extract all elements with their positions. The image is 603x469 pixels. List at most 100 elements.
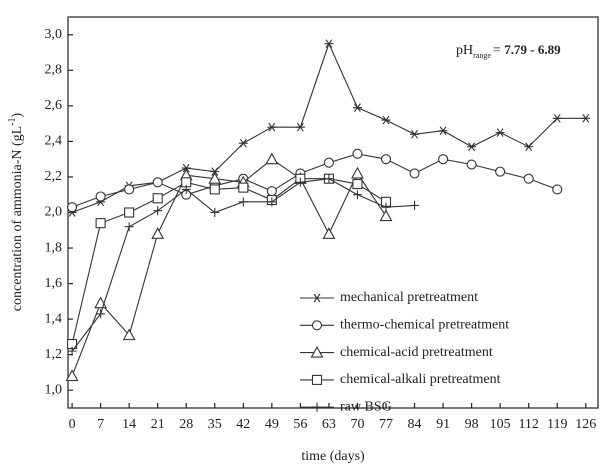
data-point (152, 193, 163, 204)
data-point (124, 184, 135, 195)
data-point (67, 202, 78, 213)
x-tick-label: 105 (490, 417, 511, 432)
data-point (267, 122, 277, 132)
legend-label: mechanical pretreatment (340, 290, 478, 305)
data-point (152, 177, 163, 188)
data-point (67, 346, 77, 356)
x-tick-label: 35 (208, 417, 222, 432)
data-point (265, 152, 279, 165)
data-point (295, 122, 305, 132)
data-point (238, 197, 248, 207)
data-point (151, 227, 165, 239)
data-point (352, 179, 363, 190)
y-title-sup: -1 (7, 117, 18, 125)
annotation-value: 7.79 - 6.89 (504, 42, 561, 57)
annotation: pHrange = 7.79 - 6.89 (456, 42, 561, 60)
x-tick-label: 21 (151, 417, 165, 432)
y-axis-title: concentration of ammonia-N (gL-1) (7, 112, 25, 311)
annotation-eq: = (493, 43, 504, 58)
x-tick-label: 119 (547, 417, 567, 432)
x-tick-label: 28 (179, 417, 193, 432)
legend-marker (311, 320, 323, 331)
series-line (71, 42, 586, 214)
data-point (322, 227, 336, 239)
data-point (380, 154, 392, 165)
legend-marker (311, 374, 323, 385)
data-point (466, 159, 477, 170)
data-point (352, 190, 362, 200)
y-tick-label: 1,8 (45, 240, 63, 255)
data-point (153, 206, 163, 216)
data-point (209, 184, 220, 195)
y-tick-label: 2,0 (45, 205, 63, 220)
x-tick-label: 56 (293, 417, 307, 432)
x-tick-label: 77 (379, 417, 393, 432)
data-point (581, 113, 591, 123)
x-tick-label: 49 (265, 417, 279, 432)
data-point (324, 174, 334, 184)
annotation-sub: range (473, 51, 491, 60)
data-point (267, 197, 277, 207)
y-tick-label: 3,0 (45, 27, 63, 42)
data-point (95, 191, 106, 202)
data-point (438, 154, 449, 165)
y-tick-label: 1,2 (45, 347, 63, 362)
legend-label: chemical-acid pretreatment (340, 345, 493, 360)
data-point (552, 113, 562, 123)
data-point (210, 167, 220, 176)
legend-label: raw BSG (340, 399, 392, 414)
annotation-ph: pH (456, 43, 473, 58)
legend-label: thermo-chemical pretreatment (340, 318, 509, 333)
data-point (210, 208, 220, 217)
data-point (266, 186, 277, 197)
data-point (181, 184, 191, 194)
y-tick-label: 1,4 (45, 311, 63, 326)
data-point (295, 177, 305, 187)
series-line (71, 178, 387, 345)
x-tick-label: 91 (436, 417, 450, 432)
data-point (552, 184, 563, 195)
data-point (379, 209, 393, 222)
data-point (409, 168, 420, 179)
data-point (352, 103, 362, 112)
data-point (410, 129, 420, 139)
data-point (124, 222, 134, 232)
x-tick-label: 112 (518, 417, 538, 432)
data-point (95, 218, 106, 229)
x-tick-label: 98 (465, 417, 479, 432)
x-tick-label: 7 (97, 417, 104, 432)
series-line (71, 158, 387, 377)
data-point (524, 142, 534, 152)
data-point (351, 166, 364, 179)
x-tick-label: 84 (408, 417, 422, 432)
data-point (467, 142, 477, 152)
data-point (238, 182, 249, 193)
data-point (124, 207, 135, 218)
data-point (495, 128, 505, 137)
y-title-main: concentration of ammonia-N (gL (10, 126, 25, 311)
y-tick-label: 2,8 (45, 63, 63, 78)
data-point (208, 172, 222, 184)
x-tick-label: 14 (122, 417, 136, 432)
x-tick-label: 0 (69, 417, 76, 432)
x-tick-label: 63 (322, 417, 336, 432)
data-point (523, 173, 534, 184)
data-point (352, 148, 363, 159)
y-tick-label: 2,6 (45, 98, 63, 113)
data-point (381, 202, 391, 212)
data-point (324, 39, 334, 48)
data-point (238, 138, 248, 148)
data-point (122, 328, 136, 341)
y-tick-label: 1,6 (45, 276, 63, 291)
legend-marker (312, 293, 322, 303)
data-point (495, 166, 506, 177)
data-point (96, 309, 106, 319)
y-title-end: ) (10, 112, 25, 117)
data-point (410, 200, 420, 210)
data-point (438, 126, 448, 136)
data-point (323, 157, 334, 168)
x-tick-label: 70 (350, 417, 364, 432)
y-tick-label: 2,2 (45, 169, 63, 184)
data-point (381, 115, 391, 125)
